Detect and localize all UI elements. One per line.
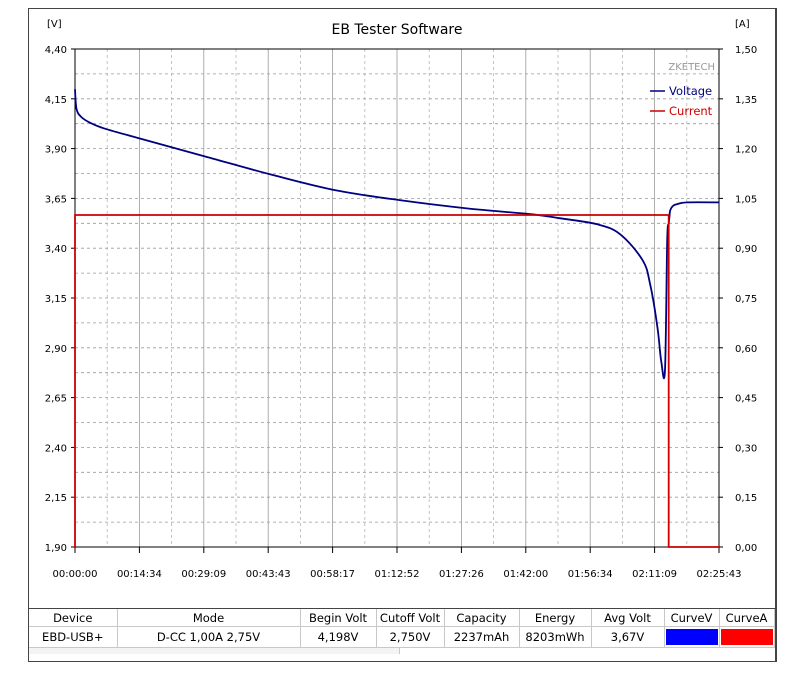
curve-a-color-swatch[interactable]	[720, 629, 773, 645]
chart-title: EB Tester Software	[331, 22, 462, 38]
x-tick-label: 00:43:43	[246, 569, 291, 580]
cell-begin-volt: 4,198V	[300, 626, 377, 648]
left-tick-label: 4,40	[45, 45, 67, 56]
right-tick-label: 1,20	[735, 145, 757, 156]
left-tick-label: 3,65	[45, 194, 67, 205]
x-tick-label: 01:27:26	[439, 569, 484, 580]
left-tick-label: 2,15	[45, 493, 67, 504]
col-avg-volt: Avg Volt	[591, 609, 665, 627]
right-tick-label: 0,30	[735, 443, 757, 454]
x-axis-ticks: 00:00:00 00:14:34 00:29:09 00:43:43 00:58:17…	[53, 547, 742, 580]
right-tick-label: 0,90	[735, 244, 757, 255]
info-table: Device Mode Begin Volt Cutoff Volt Capac…	[29, 609, 775, 648]
col-device: Device	[29, 609, 118, 627]
x-tick-label: 00:00:00	[53, 569, 98, 580]
right-axis-unit: [A]	[735, 19, 750, 30]
x-tick-label: 00:29:09	[181, 569, 226, 580]
left-tick-label: 1,90	[45, 543, 67, 554]
left-tick-label: 2,90	[45, 344, 67, 355]
x-tick-label: 01:56:34	[568, 569, 613, 580]
col-mode: Mode	[117, 609, 301, 627]
left-tick-label: 3,40	[45, 244, 67, 255]
right-tick-label: 1,50	[735, 45, 757, 56]
col-energy: Energy	[519, 609, 592, 627]
col-curve-a: CurveA	[719, 609, 775, 627]
left-axis-ticks: 4,40 4,15 3,90 3,65 3,40 3,15 2,90 2,65 2,40 2,15…	[45, 45, 75, 554]
left-tick-label: 3,90	[45, 145, 67, 156]
left-tick-label: 2,65	[45, 394, 67, 405]
chart-window: EB Tester Software [V] [A] 4,40 4,15 3,90 3…	[28, 8, 777, 609]
brand-label: ZKETECH	[668, 62, 715, 73]
legend: Voltage Current	[650, 84, 713, 118]
col-cutoff-volt: Cutoff Volt	[376, 609, 445, 627]
x-tick-label: 00:58:17	[310, 569, 355, 580]
right-tick-label: 1,35	[735, 95, 757, 106]
cell-mode: D-CC 1,00A 2,75V	[117, 626, 301, 648]
legend-voltage-label: Voltage	[669, 84, 712, 98]
series-layer	[74, 89, 720, 548]
right-tick-label: 1,05	[735, 194, 757, 205]
grid	[75, 49, 719, 547]
info-header-row: Device Mode Begin Volt Cutoff Volt Capac…	[29, 609, 775, 627]
left-tick-label: 4,15	[45, 95, 67, 106]
table-row[interactable]: EBD-USB+ D-CC 1,00A 2,75V 4,198V 2,750V …	[29, 626, 775, 648]
horizontal-scrollbar[interactable]	[29, 647, 400, 654]
curve-v-color-swatch[interactable]	[665, 629, 718, 645]
x-tick-label: 02:25:43	[697, 569, 742, 580]
cell-curve-v[interactable]	[664, 626, 720, 648]
cell-capacity: 2237mAh	[444, 626, 520, 648]
col-curve-v: CurveV	[664, 609, 720, 627]
x-tick-label: 01:42:00	[503, 569, 548, 580]
left-tick-label: 3,15	[45, 294, 67, 305]
legend-current-label: Current	[669, 104, 713, 118]
cell-curve-a[interactable]	[719, 626, 775, 648]
cell-energy: 8203mWh	[519, 626, 592, 648]
info-panel: Device Mode Begin Volt Cutoff Volt Capac…	[28, 608, 777, 662]
right-tick-label: 0,15	[735, 493, 757, 504]
right-tick-label: 0,75	[735, 294, 757, 305]
series-voltage-line	[74, 89, 720, 379]
series-current-line	[74, 214, 719, 548]
cell-device: EBD-USB+	[29, 626, 118, 648]
x-tick-label: 02:11:09	[632, 569, 677, 580]
col-begin-volt: Begin Volt	[300, 609, 377, 627]
cell-cutoff-volt: 2,750V	[376, 626, 445, 648]
right-tick-label: 0,45	[735, 394, 757, 405]
col-capacity: Capacity	[444, 609, 520, 627]
discharge-chart: EB Tester Software [V] [A] 4,40 4,15 3,90 3…	[45, 19, 758, 580]
x-tick-label: 00:14:34	[117, 569, 162, 580]
right-tick-label: 0,60	[735, 344, 757, 355]
right-tick-label: 0,00	[735, 543, 757, 554]
cell-avg-volt: 3,67V	[591, 626, 665, 648]
right-axis-ticks: 1,50 1,35 1,20 1,05 0,90 0,75 0,60 0,45 0,30 0,15…	[719, 45, 757, 554]
left-tick-label: 2,40	[45, 443, 67, 454]
x-tick-label: 01:12:52	[375, 569, 420, 580]
left-axis-unit: [V]	[47, 19, 62, 30]
